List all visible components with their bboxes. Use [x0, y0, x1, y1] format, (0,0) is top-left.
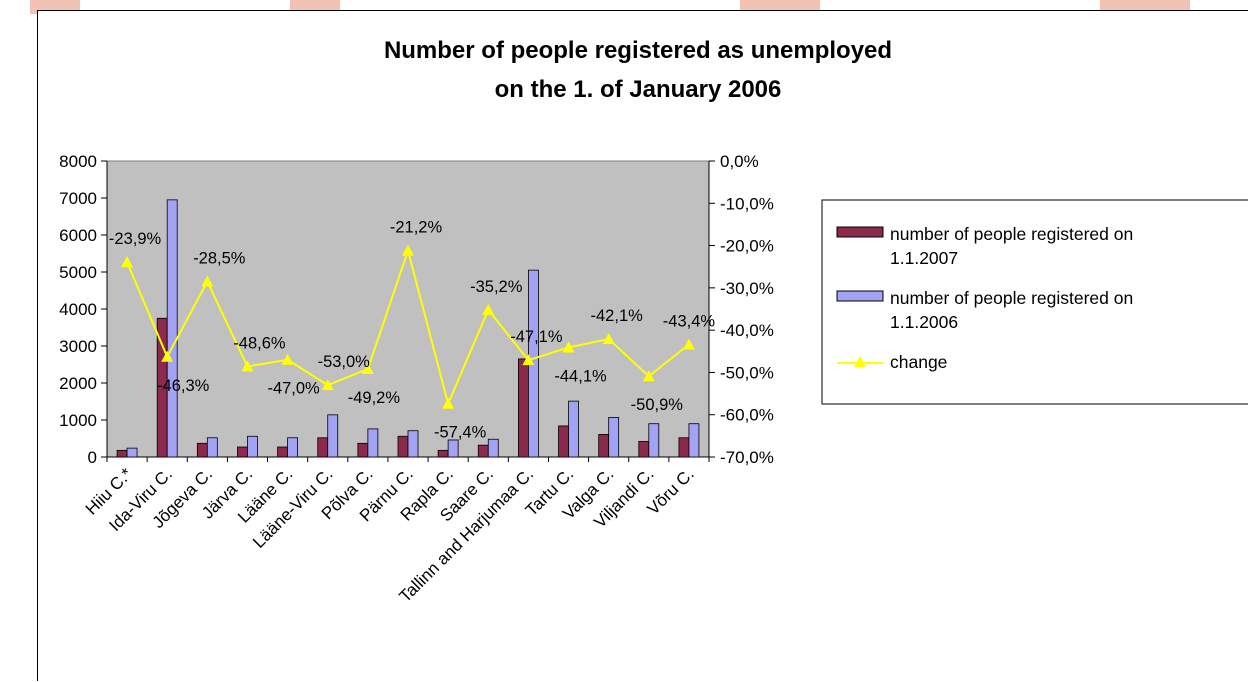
bar: [568, 400, 579, 458]
legend-label: change: [890, 352, 947, 372]
y-left-tick-label: 3000: [59, 337, 97, 356]
legend-swatch: [836, 290, 884, 302]
plot-area: [106, 160, 710, 458]
change-marker: [361, 363, 374, 375]
change-marker: [642, 370, 655, 382]
legend-swatch: [836, 226, 884, 238]
y-left-tick-label: 4000: [59, 300, 97, 319]
bar: [477, 444, 489, 458]
change-marker: [482, 303, 495, 315]
data-label: -53,0%: [318, 353, 371, 371]
bar: [327, 414, 339, 458]
change-marker: [562, 341, 575, 353]
legend-label: 1.1.2006: [890, 312, 958, 332]
data-label: -47,0%: [267, 380, 320, 398]
data-label: -46,3%: [157, 377, 210, 395]
data-label: -50,9%: [631, 396, 684, 414]
data-label: -28,5%: [193, 250, 246, 268]
bar: [247, 435, 258, 458]
data-label: -48,6%: [233, 335, 286, 353]
bar: [447, 439, 459, 458]
bar: [598, 434, 610, 458]
y-left-tick-label: 6000: [59, 226, 97, 245]
legend-box: [821, 199, 1248, 405]
change-marker: [602, 333, 615, 345]
change-marker: [402, 244, 414, 256]
change-marker: [281, 353, 294, 365]
bar: [608, 417, 620, 458]
y-right-tick-label: -60,0%: [720, 406, 774, 425]
data-label: -43,4%: [663, 313, 716, 331]
y-left-tick-label: 1000: [59, 411, 97, 430]
legend-marker: [854, 356, 866, 367]
change-marker: [121, 256, 134, 268]
bar: [558, 425, 569, 458]
change-marker: [442, 397, 455, 409]
bar: [648, 423, 660, 458]
y-left-tick-label: 5000: [59, 263, 97, 282]
chart-frame: Number of people registered as unemploye…: [37, 10, 1248, 681]
bar: [678, 437, 690, 458]
legend-label: 1.1.2007: [890, 248, 958, 268]
data-label: -35,2%: [470, 278, 523, 296]
bar: [277, 446, 289, 458]
change-marker: [201, 275, 214, 287]
change-marker: [682, 338, 695, 350]
bar: [517, 358, 529, 458]
bar: [196, 442, 208, 458]
y-left-tick-label: 2000: [59, 374, 97, 393]
data-label: -49,2%: [348, 389, 401, 407]
data-label: -21,2%: [390, 219, 443, 237]
plot-layer: 0 1000 2000 3000 4000 5000 6000 7000 8000 -70,0% -…: [59, 152, 774, 606]
data-label: -42,1%: [591, 307, 644, 325]
change-marker: [241, 360, 254, 372]
data-label: -44,1%: [554, 367, 607, 385]
y-right-tick-label: 0,0%: [720, 152, 759, 171]
change-marker: [161, 350, 174, 362]
bar: [317, 437, 329, 458]
legend: number of people registered on 1.1.2007 n…: [821, 199, 1248, 405]
data-label: -23,9%: [109, 230, 162, 248]
y-right-tick-label: -70,0%: [720, 448, 774, 467]
bar: [237, 446, 248, 458]
change-marker: [522, 354, 535, 366]
bar: [688, 423, 700, 458]
y-right-tick-label: -30,0%: [720, 279, 774, 298]
y-right-tick-label: -40,0%: [720, 321, 774, 340]
bar: [397, 435, 409, 458]
bar: [638, 441, 650, 458]
bar: [407, 430, 419, 458]
bar: [166, 199, 178, 458]
bar: [437, 449, 449, 458]
y-right-tick-label: -50,0%: [720, 363, 774, 382]
bar: [357, 442, 369, 458]
y-left-tick-label: 8000: [59, 152, 97, 171]
data-label: -57,4%: [434, 424, 487, 442]
bar: [287, 437, 299, 458]
bar: [487, 438, 499, 458]
legend-label: number of people registered on: [890, 224, 1133, 244]
legend-label: number of people registered on: [890, 288, 1133, 308]
y-right-tick-label: -20,0%: [720, 237, 774, 256]
bar: [367, 428, 379, 458]
y-left-tick-label: 7000: [59, 189, 97, 208]
data-label: -47,1%: [510, 328, 563, 346]
y-right-tick-label: -10,0%: [720, 194, 774, 213]
y-left-tick-label: 0: [88, 448, 97, 467]
bar: [116, 449, 128, 458]
bar: [126, 447, 138, 458]
chart-title-line-1: Number of people registered as unemploye…: [384, 37, 892, 64]
bar: [206, 437, 218, 458]
chart-svg: Number of people registered as unemploye…: [59, 37, 1248, 606]
chart-title-line-2: on the 1. of January 2006: [495, 76, 782, 103]
change-marker: [321, 379, 334, 391]
